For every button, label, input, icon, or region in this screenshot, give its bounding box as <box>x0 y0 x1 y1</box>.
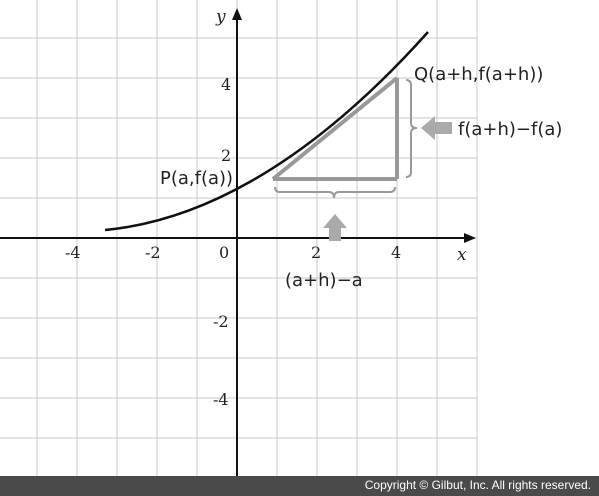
y-tick-label: 2 <box>221 146 231 165</box>
point-p-label: P(a,f(a)) <box>160 168 233 189</box>
vertical-brace <box>405 79 418 178</box>
difference-triangle <box>271 76 399 181</box>
y-axis-label: y <box>215 7 226 27</box>
x-axis-label: x <box>457 245 467 265</box>
copyright-text: Copyright © Gilbut, Inc. All rights rese… <box>364 478 591 492</box>
x-axis <box>0 233 476 243</box>
vertical-difference-label: f(a+h)−f(a) <box>458 119 562 140</box>
left-arrow-icon <box>421 116 452 140</box>
x-tick-label: -2 <box>145 243 161 262</box>
y-tick-label: 4 <box>221 75 231 94</box>
secant-line <box>271 76 399 181</box>
copyright-bar: Copyright © Gilbut, Inc. All rights rese… <box>0 476 599 496</box>
y-tick-label: -2 <box>213 312 229 331</box>
x-tick-label: -4 <box>65 243 81 262</box>
y-tick-labels: 4 2 -2 -4 <box>213 75 231 409</box>
up-arrow-icon <box>323 214 347 241</box>
x-tick-labels: -4 -2 0 2 4 <box>65 243 401 262</box>
function-curve <box>104 31 429 232</box>
y-tick-label: -4 <box>213 390 229 409</box>
x-tick-label: 2 <box>311 243 321 262</box>
point-q-label: Q(a+h,f(a+h)) <box>414 64 543 85</box>
x-tick-label: 4 <box>391 243 401 262</box>
y-axis <box>232 8 242 476</box>
horizontal-difference-label: (a+h)−a <box>285 270 363 291</box>
x-tick-label: 0 <box>219 243 229 262</box>
horizontal-brace <box>274 186 396 199</box>
